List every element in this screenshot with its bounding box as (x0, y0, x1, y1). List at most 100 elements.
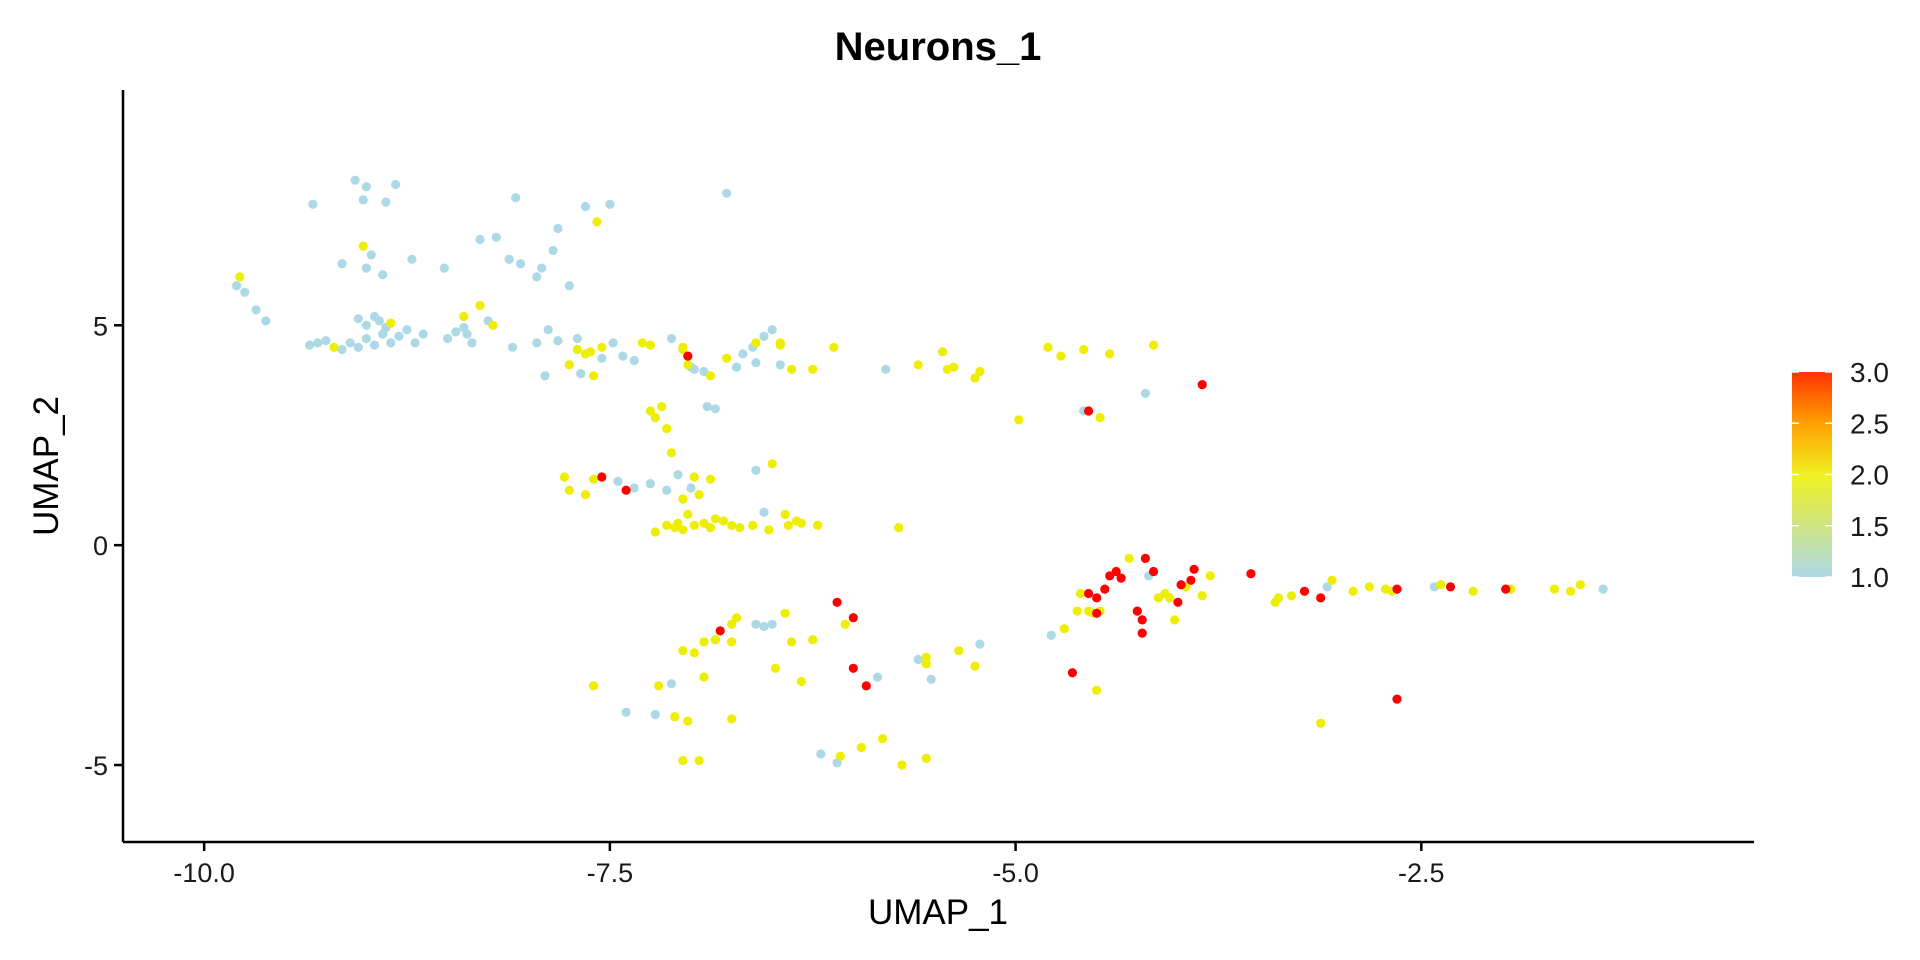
x-tick-label: -2.5 (1398, 858, 1445, 888)
data-point (507, 342, 518, 352)
data-point (516, 259, 526, 269)
data-point (235, 272, 245, 282)
data-point (1140, 388, 1150, 398)
colorbar-ticks: 1.0 1.5 2.0 2.5 3.0 (1792, 357, 1889, 593)
data-point (848, 663, 858, 673)
data-point (1075, 588, 1086, 599)
data-point (938, 347, 948, 357)
data-point (678, 525, 688, 535)
data-point (1549, 584, 1559, 594)
colorbar-tick-label: 3.0 (1850, 357, 1889, 388)
data-point (767, 325, 777, 335)
data-point (467, 338, 477, 348)
data-point (1092, 685, 1102, 695)
colorbar-tick-label: 2.5 (1850, 408, 1889, 439)
data-point (897, 760, 907, 770)
data-point (572, 344, 583, 355)
data-point (796, 518, 807, 528)
data-point (787, 637, 797, 647)
data-point (1100, 584, 1110, 594)
data-point (361, 320, 371, 330)
data-point (662, 485, 672, 495)
data-point (856, 742, 867, 753)
data-point (1043, 342, 1053, 352)
data-point (718, 516, 729, 526)
data-point (673, 470, 683, 480)
data-point (715, 626, 725, 636)
x-tick-label: -10.0 (173, 858, 235, 888)
data-point (537, 263, 547, 273)
data-point (689, 648, 699, 658)
data-point (1059, 624, 1069, 634)
data-point (783, 520, 794, 531)
data-point (710, 404, 721, 414)
data-point (1165, 593, 1175, 603)
data-point (1197, 380, 1207, 390)
data-point (689, 472, 699, 482)
data-point (589, 371, 599, 381)
data-point (621, 485, 631, 495)
data-point (553, 223, 563, 234)
data-point (361, 263, 371, 273)
data-point (1566, 586, 1576, 596)
data-point (678, 494, 688, 504)
data-point (683, 509, 693, 519)
data-point (954, 646, 964, 656)
data-point (705, 474, 716, 484)
data-point (407, 254, 417, 264)
x-axis-label: UMAP_1 (868, 893, 1008, 932)
data-point (1468, 586, 1478, 596)
data-point (727, 637, 737, 647)
data-point (345, 338, 355, 348)
data-point (1084, 406, 1094, 416)
data-point (710, 514, 721, 524)
data-point (378, 270, 388, 280)
data-point (1140, 553, 1150, 564)
data-point (727, 520, 737, 531)
data-point (861, 681, 871, 691)
data-point (361, 182, 371, 192)
data-point (1092, 608, 1102, 618)
data-point (308, 199, 318, 209)
data-point (764, 525, 774, 535)
data-point (580, 201, 591, 212)
y-tick-label: 5 (93, 311, 108, 341)
data-point (759, 621, 769, 632)
data-point (1056, 351, 1066, 361)
data-point (702, 402, 712, 412)
data-point (683, 716, 693, 726)
data-point (970, 373, 980, 383)
colorbar-tick-label: 2.0 (1850, 460, 1889, 491)
data-point (553, 336, 563, 346)
data-point (738, 349, 748, 359)
data-point (731, 362, 742, 372)
data-point (369, 311, 380, 322)
data-point (1392, 694, 1402, 704)
data-point (1153, 593, 1163, 603)
data-point (475, 300, 485, 311)
data-point (699, 518, 709, 528)
data-point (1392, 584, 1402, 594)
data-point (666, 333, 677, 344)
data-point (657, 402, 667, 412)
data-point (462, 329, 472, 339)
data-point (921, 659, 931, 669)
data-point (694, 490, 704, 500)
data-point (1132, 606, 1142, 616)
y-tick-label: -5 (84, 751, 108, 781)
data-point (410, 338, 420, 348)
data-point (722, 353, 732, 363)
data-point (666, 448, 677, 458)
data-point (949, 362, 959, 372)
data-point (350, 175, 360, 185)
data-point (532, 338, 542, 348)
data-point (975, 639, 985, 649)
data-point (386, 338, 396, 348)
data-point (418, 329, 428, 339)
y-axis-ticks: -5 0 5 (84, 311, 123, 781)
data-point (564, 360, 574, 370)
data-point (694, 756, 704, 766)
data-point (580, 349, 591, 359)
data-point (1148, 566, 1159, 577)
data-point (689, 520, 699, 531)
